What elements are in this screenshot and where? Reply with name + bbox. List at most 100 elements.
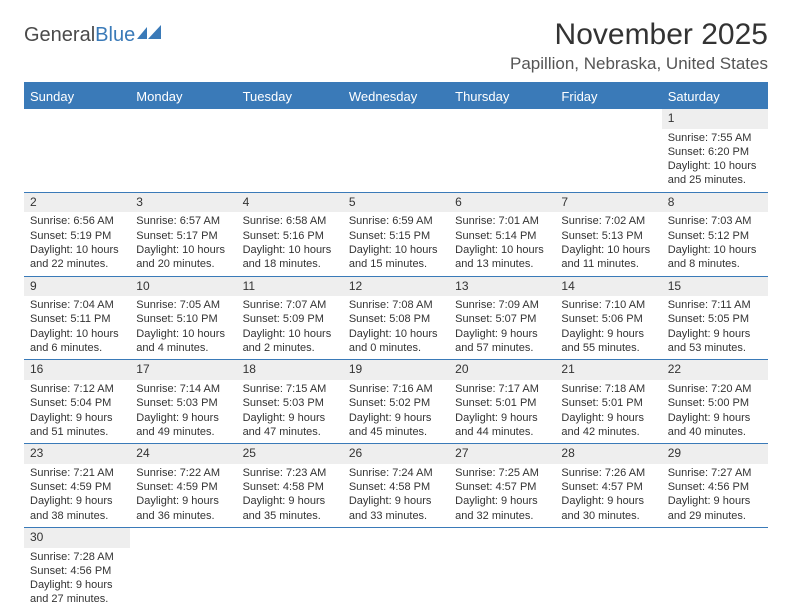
sunrise-text: Sunrise: 7:11 AM: [668, 298, 762, 312]
daylight-line1: Daylight: 9 hours: [30, 494, 124, 508]
sunset-text: Sunset: 4:57 PM: [561, 480, 655, 494]
calendar-cell: 1Sunrise: 7:55 AMSunset: 6:20 PMDaylight…: [662, 109, 768, 192]
calendar-cell-empty: [555, 528, 661, 611]
sunset-text: Sunset: 5:19 PM: [30, 229, 124, 243]
day-details: Sunrise: 7:27 AMSunset: 4:56 PMDaylight:…: [662, 464, 768, 527]
day-details: Sunrise: 7:23 AMSunset: 4:58 PMDaylight:…: [237, 464, 343, 527]
daylight-line1: Daylight: 9 hours: [668, 411, 762, 425]
day-details: Sunrise: 7:04 AMSunset: 5:11 PMDaylight:…: [24, 296, 130, 359]
daylight-line2: and 36 minutes.: [136, 509, 230, 523]
day-details: Sunrise: 7:07 AMSunset: 5:09 PMDaylight:…: [237, 296, 343, 359]
day-number: 3: [130, 193, 236, 213]
daylight-line2: and 55 minutes.: [561, 341, 655, 355]
calendar-cell: 28Sunrise: 7:26 AMSunset: 4:57 PMDayligh…: [555, 444, 661, 527]
sunrise-text: Sunrise: 7:28 AM: [30, 550, 124, 564]
sunset-text: Sunset: 5:03 PM: [243, 396, 337, 410]
sunrise-text: Sunrise: 7:27 AM: [668, 466, 762, 480]
daylight-line2: and 22 minutes.: [30, 257, 124, 271]
calendar-week: 16Sunrise: 7:12 AMSunset: 5:04 PMDayligh…: [24, 360, 768, 444]
calendar-cell: 29Sunrise: 7:27 AMSunset: 4:56 PMDayligh…: [662, 444, 768, 527]
daylight-line2: and 33 minutes.: [349, 509, 443, 523]
sunset-text: Sunset: 5:10 PM: [136, 312, 230, 326]
sunset-text: Sunset: 5:09 PM: [243, 312, 337, 326]
daylight-line1: Daylight: 9 hours: [561, 327, 655, 341]
day-header-tuesday: Tuesday: [237, 84, 343, 109]
daylight-line1: Daylight: 9 hours: [136, 411, 230, 425]
sunset-text: Sunset: 5:14 PM: [455, 229, 549, 243]
calendar-cell: 10Sunrise: 7:05 AMSunset: 5:10 PMDayligh…: [130, 277, 236, 360]
daylight-line2: and 15 minutes.: [349, 257, 443, 271]
daylight-line2: and 20 minutes.: [136, 257, 230, 271]
calendar-cell: 5Sunrise: 6:59 AMSunset: 5:15 PMDaylight…: [343, 193, 449, 276]
daylight-line1: Daylight: 9 hours: [668, 494, 762, 508]
sunrise-text: Sunrise: 7:05 AM: [136, 298, 230, 312]
day-number: 11: [237, 277, 343, 297]
calendar-cell-empty: [343, 528, 449, 611]
logo-text: GeneralBlue: [24, 24, 135, 47]
daylight-line2: and 18 minutes.: [243, 257, 337, 271]
daylight-line1: Daylight: 9 hours: [136, 494, 230, 508]
daylight-line2: and 6 minutes.: [30, 341, 124, 355]
sunset-text: Sunset: 5:01 PM: [561, 396, 655, 410]
month-title: November 2025: [510, 18, 768, 52]
sunrise-text: Sunrise: 7:04 AM: [30, 298, 124, 312]
day-details: Sunrise: 7:14 AMSunset: 5:03 PMDaylight:…: [130, 380, 236, 443]
day-number: 16: [24, 360, 130, 380]
day-details: Sunrise: 7:28 AMSunset: 4:56 PMDaylight:…: [24, 548, 130, 611]
sunrise-text: Sunrise: 7:15 AM: [243, 382, 337, 396]
calendar-body: 1 Sunrise: 7:55 AMSunset: 6:20 PM Daylight…: [24, 109, 768, 611]
day-number: 28: [555, 444, 661, 464]
calendar-week: 23Sunrise: 7:21 AMSunset: 4:59 PMDayligh…: [24, 444, 768, 528]
day-details: Sunrise: 6:56 AMSunset: 5:19 PMDaylight:…: [24, 212, 130, 275]
calendar-week: 1Sunrise: 7:55 AMSunset: 6:20 PMDaylight…: [24, 109, 768, 193]
daylight-line1: Daylight: 9 hours: [561, 411, 655, 425]
day-details: Sunrise: 7:26 AMSunset: 4:57 PMDaylight:…: [555, 464, 661, 527]
calendar-week: 9Sunrise: 7:04 AMSunset: 5:11 PMDaylight…: [24, 277, 768, 361]
sunset-text: Sunset: 4:57 PM: [455, 480, 549, 494]
daylight-line1: Daylight: 10 hours: [30, 327, 124, 341]
sunset-text: Sunset: 5:16 PM: [243, 229, 337, 243]
sunset-text: Sunset: 4:59 PM: [30, 480, 124, 494]
calendar-cell: 3Sunrise: 6:57 AMSunset: 5:17 PMDaylight…: [130, 193, 236, 276]
daylight-line1: Daylight: 9 hours: [349, 411, 443, 425]
sunset-text: Sunset: 4:56 PM: [668, 480, 762, 494]
daylight-line1: Daylight: 9 hours: [668, 327, 762, 341]
day-details: Sunrise: 7:02 AMSunset: 5:13 PMDaylight:…: [555, 212, 661, 275]
title-block: November 2025 Papillion, Nebraska, Unite…: [510, 18, 768, 74]
calendar-cell: 17Sunrise: 7:14 AMSunset: 5:03 PMDayligh…: [130, 360, 236, 443]
day-header-monday: Monday: [130, 84, 236, 109]
daylight-line2: and 53 minutes.: [668, 341, 762, 355]
calendar-cell: 21Sunrise: 7:18 AMSunset: 5:01 PMDayligh…: [555, 360, 661, 443]
day-details: Sunrise: 7:01 AMSunset: 5:14 PMDaylight:…: [449, 212, 555, 275]
day-header-sunday: Sunday: [24, 84, 130, 109]
daylight-line2: and 2 minutes.: [243, 341, 337, 355]
day-number: 4: [237, 193, 343, 213]
sunset-text: Sunset: 6:20 PM: [668, 145, 762, 159]
sunrise-text: Sunrise: 6:58 AM: [243, 214, 337, 228]
sunrise-text: Sunrise: 7:18 AM: [561, 382, 655, 396]
day-number: 5: [343, 193, 449, 213]
calendar-cell: 4Sunrise: 6:58 AMSunset: 5:16 PMDaylight…: [237, 193, 343, 276]
day-details: Sunrise: 6:58 AMSunset: 5:16 PMDaylight:…: [237, 212, 343, 275]
calendar-cell: 12Sunrise: 7:08 AMSunset: 5:08 PMDayligh…: [343, 277, 449, 360]
daylight-line2: and 32 minutes.: [455, 509, 549, 523]
location-label: Papillion, Nebraska, United States: [510, 54, 768, 74]
calendar: Sunday Monday Tuesday Wednesday Thursday…: [24, 82, 768, 611]
sunrise-text: Sunrise: 7:55 AM: [668, 131, 762, 145]
day-details: Sunrise: 7:22 AMSunset: 4:59 PMDaylight:…: [130, 464, 236, 527]
daylight-line1: Daylight: 10 hours: [349, 243, 443, 257]
daylight-line2: and 47 minutes.: [243, 425, 337, 439]
day-number: 12: [343, 277, 449, 297]
daylight-line1: Daylight: 10 hours: [30, 243, 124, 257]
calendar-cell: 23Sunrise: 7:21 AMSunset: 4:59 PMDayligh…: [24, 444, 130, 527]
daylight-line1: Daylight: 9 hours: [455, 411, 549, 425]
day-number: 18: [237, 360, 343, 380]
day-number: 27: [449, 444, 555, 464]
day-number: 1: [662, 109, 768, 129]
day-number: 9: [24, 277, 130, 297]
day-number: 14: [555, 277, 661, 297]
calendar-cell-empty: [24, 109, 130, 192]
daylight-line2: and 25 minutes.: [668, 173, 762, 187]
day-number: 10: [130, 277, 236, 297]
day-details: Sunrise: 7:24 AMSunset: 4:58 PMDaylight:…: [343, 464, 449, 527]
